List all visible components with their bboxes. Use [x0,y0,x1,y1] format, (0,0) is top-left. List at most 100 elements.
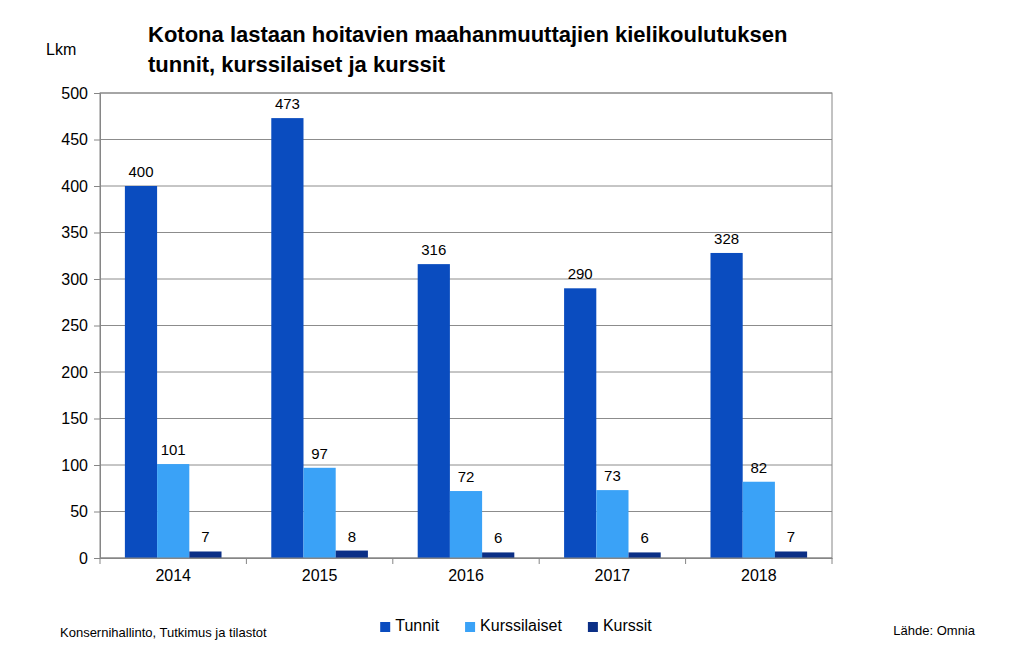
chart: Kotona lastaan hoitavien maahanmuuttajie… [0,0,1024,669]
y-tick-label: 150 [61,410,88,427]
y-tick: 0 [79,550,100,567]
data-label: 8 [348,528,356,545]
legend-item: Kurssit [588,617,652,634]
x-tick-label: 2015 [302,567,338,584]
x-axis-line [101,558,833,559]
bars [125,118,807,558]
legend-swatch [465,622,475,632]
bar [189,551,221,558]
x-tick-label: 2014 [155,567,191,584]
bar [125,186,157,558]
data-label: 290 [568,265,593,282]
source-note: Lähde: Omnia [893,623,975,638]
y-tick-label: 400 [61,178,88,195]
x-tick: 2016 [448,558,484,584]
y-tick-mark [94,372,100,373]
grid [100,93,832,558]
y-tick-label: 250 [61,317,88,334]
x-separator [832,558,833,564]
legend: Tunnit Kurssilaiset Kurssit [380,617,652,634]
x-separator [246,558,247,564]
data-label: 7 [201,528,209,545]
bar [743,482,775,558]
plot-frame [100,93,832,558]
bar [629,552,661,558]
y-tick-label: 200 [61,364,88,381]
y-tick: 400 [61,178,100,195]
y-tick-label: 50 [70,503,88,520]
y-tick-mark [94,279,100,280]
y-tick-mark [94,140,100,141]
y-axis: 0 50 100 150 200 250 300 350 400 450 500 [61,85,100,567]
bar [564,288,596,558]
x-separator [539,558,540,564]
legend-label: Kurssit [603,617,652,634]
y-axis-line [94,94,101,559]
x-separator [100,558,101,564]
y-tick-label: 300 [61,271,88,288]
title: Kotona lastaan hoitavien maahanmuuttajie… [148,22,787,47]
grid-line [100,139,832,140]
bar [596,490,628,558]
y-tick-mark [94,512,100,513]
grid-line [100,186,832,187]
x-tick: 2018 [741,558,777,584]
y-tick: 150 [61,410,100,427]
legend-swatch [380,622,390,632]
data-label: 72 [458,468,475,485]
legend-swatch [588,622,598,632]
data-label: 7 [787,528,795,545]
y-tick: 300 [61,271,100,288]
y-axis-title: Lkm [46,41,76,58]
x-separator [392,558,393,564]
y-tick-mark [94,419,100,420]
y-tick: 450 [61,131,100,148]
y-tick: 200 [61,364,100,381]
data-label: 473 [275,95,300,112]
y-tick-mark [94,93,100,94]
bar [157,464,189,558]
y-tick-mark [94,326,100,327]
x-tick: 2015 [302,558,338,584]
legend-label: Tunnit [395,617,439,634]
bar [418,264,450,558]
data-label: 328 [714,230,739,247]
data-label: 6 [494,529,502,546]
y-tick-label: 100 [61,457,88,474]
legend-item: Tunnit [380,617,439,634]
y-tick-mark [94,465,100,466]
y-tick-label: 450 [61,131,88,148]
footer-note: Konsernihallinto, Tutkimus ja tilastot [60,625,267,640]
x-separator [685,558,686,564]
bar [336,551,368,558]
y-tick-mark [94,233,100,234]
x-tick-label: 2017 [595,567,631,584]
y-tick-label: 350 [61,224,88,241]
legend-item: Kurssilaiset [465,617,562,634]
bar [450,491,482,558]
y-tick-mark [94,186,100,187]
y-tick: 100 [61,457,100,474]
title-group: Kotona lastaan hoitavien maahanmuuttajie… [148,22,787,77]
bar [271,118,303,558]
x-tick: 2017 [595,558,631,584]
x-tick-label: 2016 [448,567,484,584]
y-tick: 250 [61,317,100,334]
data-label: 6 [640,529,648,546]
data-label: 97 [311,445,328,462]
y-tick-mark [94,558,100,559]
x-axis: 2014 2015 2016 2017 2018 [101,558,833,584]
y-tick: 500 [61,85,100,102]
bar [482,552,514,558]
y-tick-label: 0 [79,550,88,567]
data-label: 316 [421,241,446,258]
data-label: 82 [750,459,767,476]
x-tick-label: 2018 [741,567,777,584]
x-tick: 2014 [155,558,191,584]
y-tick: 50 [70,503,100,520]
data-label: 400 [128,163,153,180]
legend-label: Kurssilaiset [480,617,562,634]
y-tick-label: 500 [61,85,88,102]
data-label: 73 [604,467,621,484]
bar [775,551,807,558]
